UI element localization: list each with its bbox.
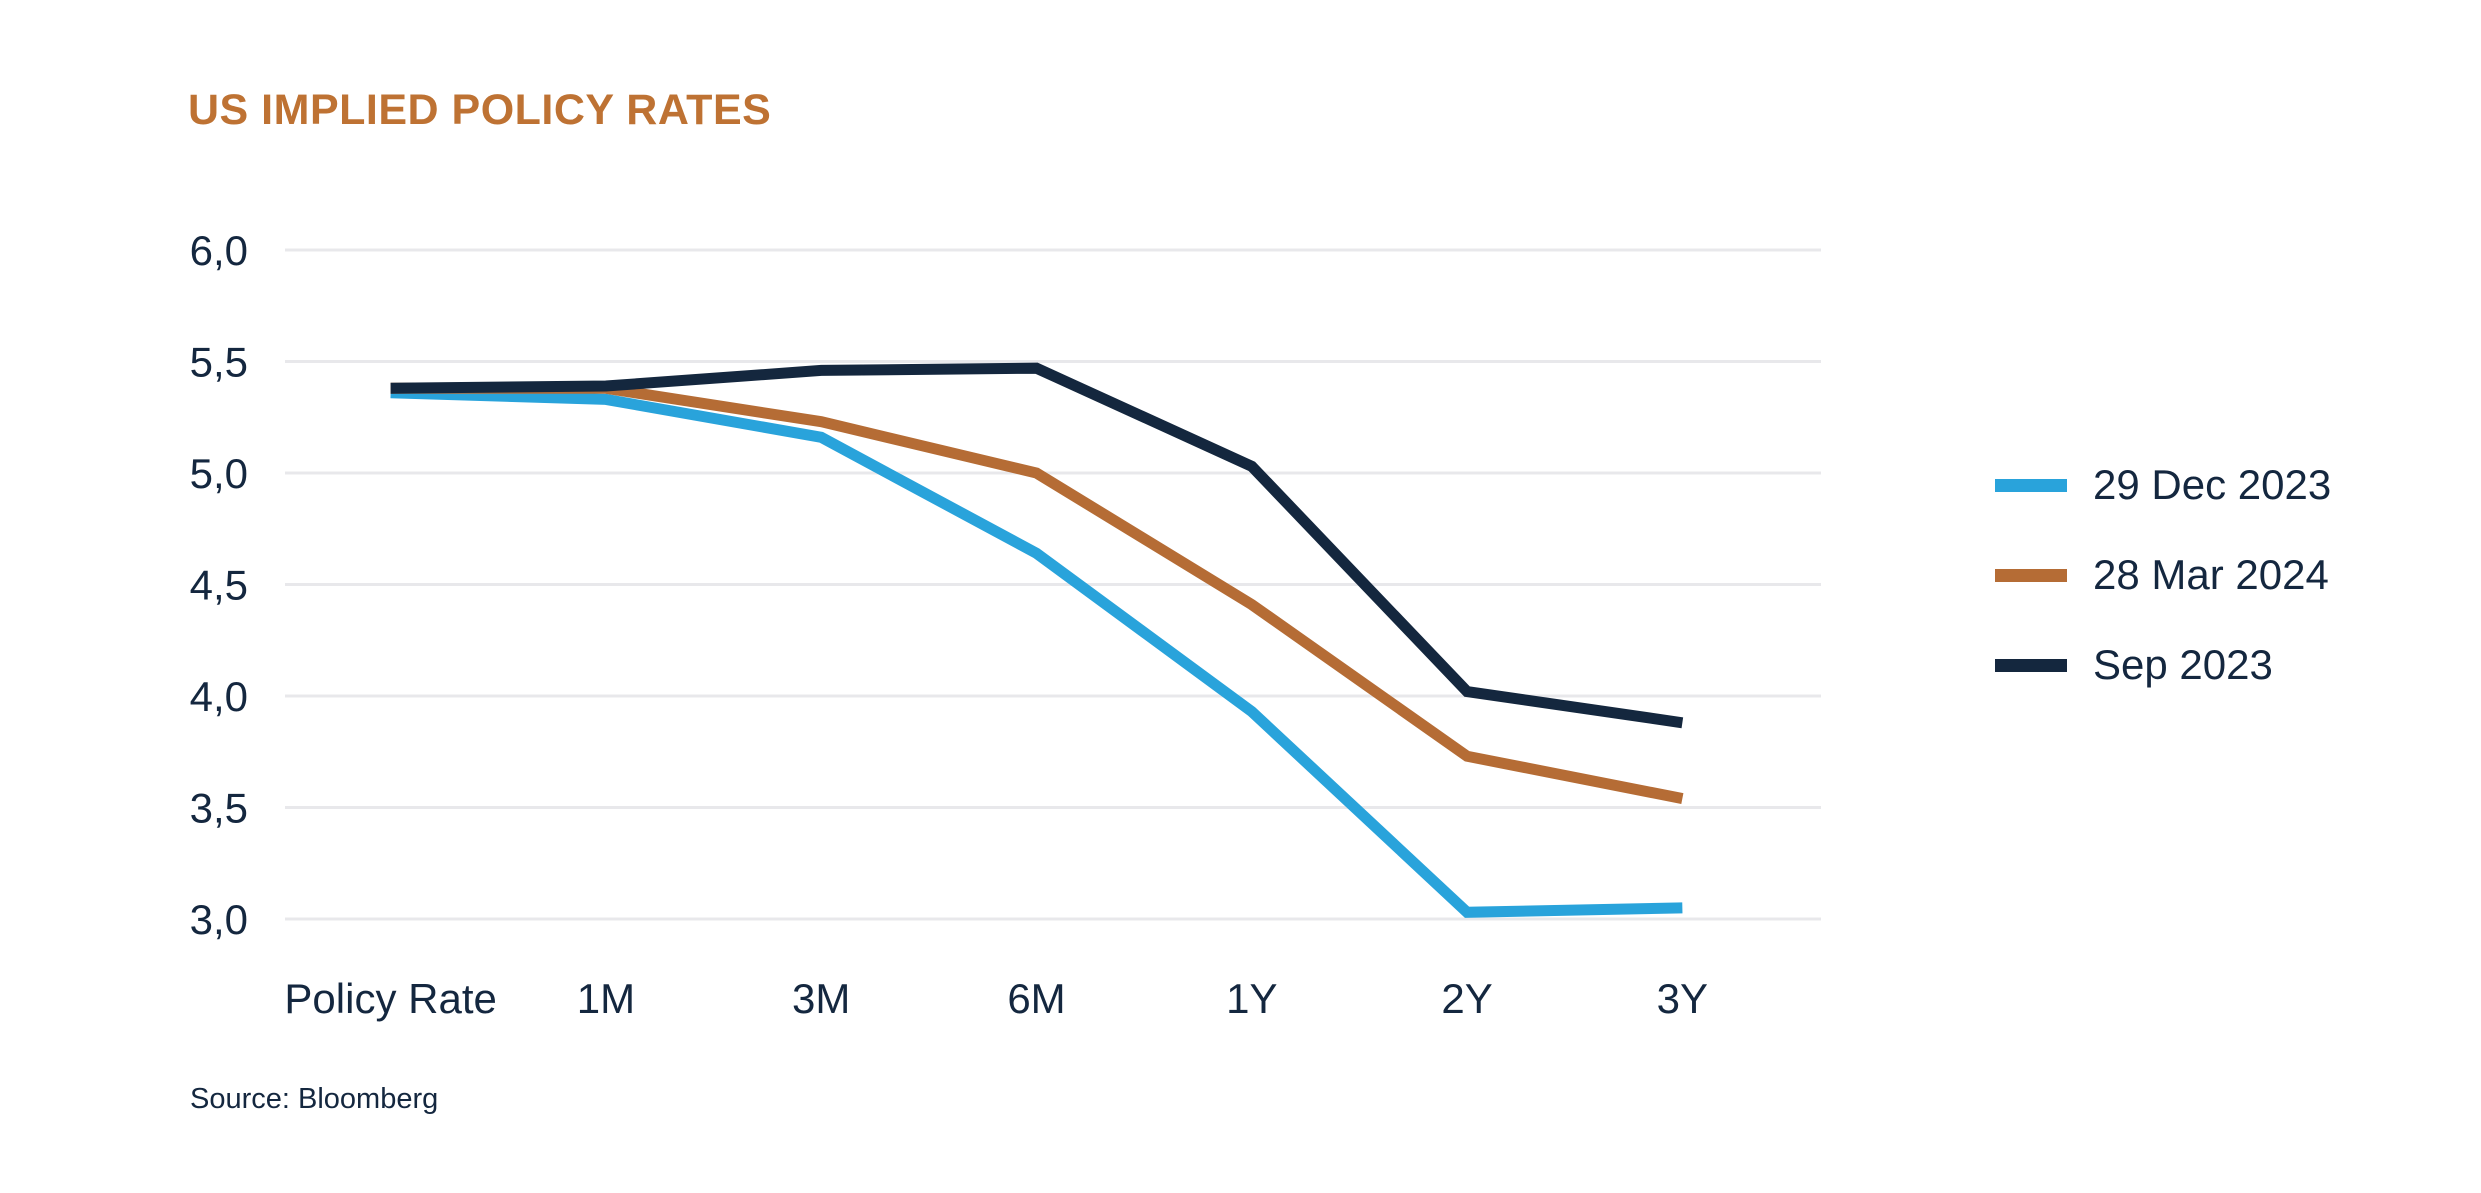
y-tick-label: 3,0: [190, 896, 248, 943]
legend-item: 29 Dec 2023: [1995, 461, 2332, 508]
legend-swatch: [1995, 658, 2067, 672]
legend-label: 28 Mar 2024: [2093, 551, 2329, 598]
series-line: [390, 362, 1684, 729]
series-lines: [390, 362, 1684, 918]
x-tick-label: 3M: [792, 975, 850, 1022]
y-tick-label: 4,0: [190, 673, 248, 720]
legend-item: Sep 2023: [1995, 641, 2331, 688]
y-tick-label: 3,5: [190, 785, 248, 832]
y-tick-label: 5,0: [190, 450, 248, 497]
y-axis-tick-labels: 6,0 5,5 5,0 4,5 4,0 3,5 3,0: [190, 227, 248, 943]
chart-title: US IMPLIED POLICY RATES: [188, 86, 772, 134]
legend: 29 Dec 2023 28 Mar 2024 Sep 2023: [1995, 461, 2332, 732]
legend-swatch: [1995, 568, 2067, 582]
x-tick-label: 6M: [1007, 975, 1065, 1022]
legend-item: 28 Mar 2024: [1995, 551, 2331, 598]
x-tick-label: 2Y: [1441, 975, 1492, 1022]
y-tick-label: 4,5: [190, 562, 248, 609]
series-line: [390, 382, 1684, 804]
y-tick-label: 6,0: [190, 227, 248, 274]
x-axis-tick-labels: Policy Rate 1M 3M 6M 1Y 2Y 3Y: [284, 975, 1708, 1022]
gridlines: [285, 248, 1821, 921]
x-tick-label: 1Y: [1226, 975, 1277, 1022]
x-tick-label: 3Y: [1657, 975, 1708, 1022]
x-tick-label: Policy Rate: [284, 975, 496, 1022]
legend-swatch: [1995, 478, 2067, 492]
legend-label: Sep 2023: [2093, 641, 2273, 688]
x-tick-label: 1M: [577, 975, 635, 1022]
y-tick-label: 5,5: [190, 339, 248, 386]
series-line: [390, 387, 1683, 918]
source-note: Source: Bloomberg: [190, 1083, 439, 1115]
legend-label: 29 Dec 2023: [2093, 461, 2332, 508]
